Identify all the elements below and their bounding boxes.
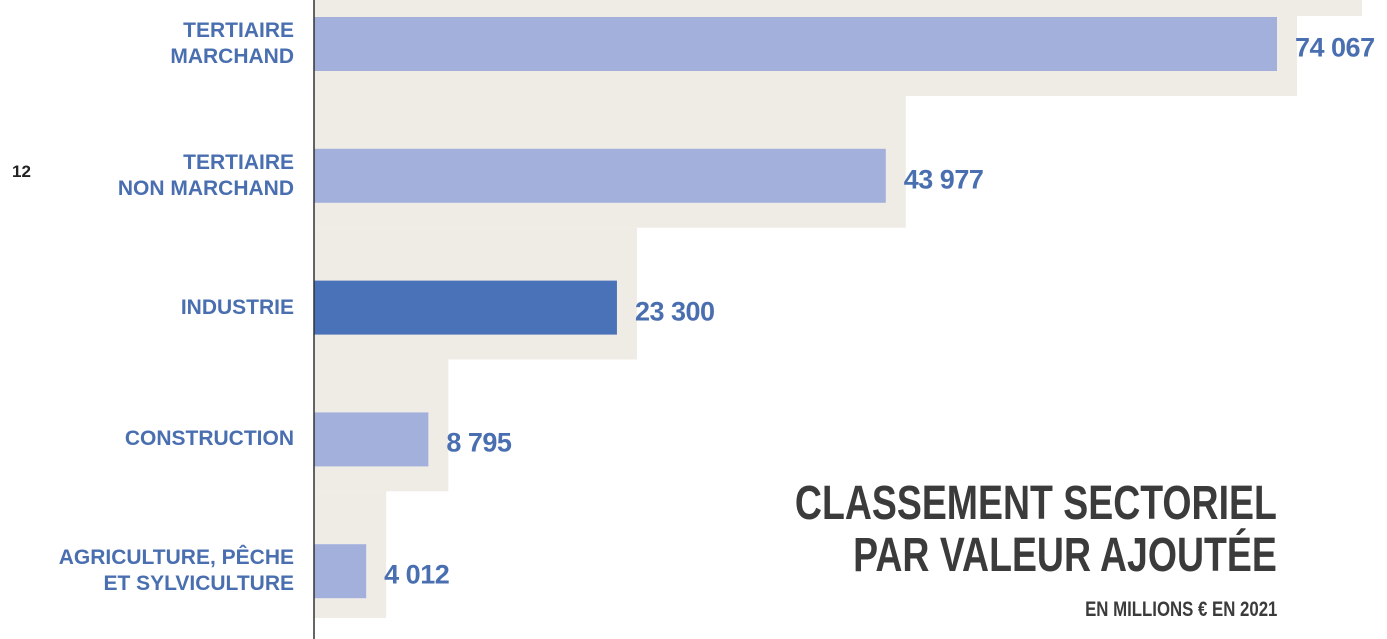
bar xyxy=(314,544,367,599)
y-tick-label: INDUSTRIE xyxy=(180,295,294,319)
bar xyxy=(314,412,429,467)
bar xyxy=(314,280,617,335)
y-tick-label: TERTIAIRE NON MARCHAND xyxy=(117,150,294,200)
data-label: 23 300 xyxy=(634,296,715,327)
bar xyxy=(314,148,886,203)
y-tick-label: CONSTRUCTION xyxy=(124,427,294,451)
bar xyxy=(314,17,1277,71)
data-label: 8 795 xyxy=(446,427,512,458)
y-tick-label: AGRICULTURE, PÊCHE ET SYLVICULTURE xyxy=(58,546,294,596)
chart-subtitle: EN MILLIONS € EN 2021 xyxy=(1084,598,1277,621)
data-label: 4 012 xyxy=(384,559,450,590)
y-tick-label: TERTIAIRE MARCHAND xyxy=(170,19,294,68)
data-label: 74 067 xyxy=(1295,32,1375,63)
chart-title: CLASSEMENT SECTORIEL PAR VALEUR AJOUTÉE xyxy=(795,477,1277,582)
page-number: 12 xyxy=(12,162,31,181)
data-label: 43 977 xyxy=(903,164,984,195)
